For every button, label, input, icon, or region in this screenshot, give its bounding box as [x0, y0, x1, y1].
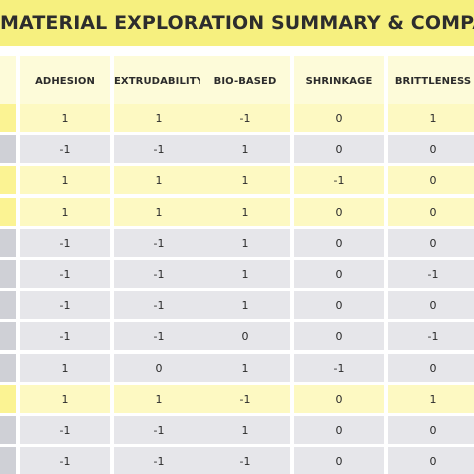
table-cell-adhesion: -1 [20, 322, 110, 350]
column-header-extrudability: EXTRUDABILITY [114, 56, 204, 107]
table-cell-brittleness: 0 [388, 416, 474, 444]
table-cell-brittleness: 0 [388, 229, 474, 257]
table-cell-brittleness: 0 [388, 135, 474, 163]
table-cell-adhesion: 1 [20, 354, 110, 382]
table-cell-extrudability: -1 [114, 135, 204, 163]
table-cell-shrinkage: 0 [294, 104, 384, 132]
table-cell-extrudability: 0 [114, 354, 204, 382]
column-header-adhesion: ADHESION [20, 56, 110, 107]
table-cell-brittleness: 0 [388, 198, 474, 226]
title-banner: MATERIAL EXPLORATION SUMMARY & COMPARISO… [0, 0, 474, 46]
table-cell-bio-based: -1 [200, 104, 290, 132]
table-cell-adhesion: 1 [20, 198, 110, 226]
table-cell-brittleness: -1 [388, 322, 474, 350]
table-row: -1 -1 1 0 0 [0, 135, 474, 163]
table-cell-extrudability: -1 [114, 322, 204, 350]
table-cell-extrudability: -1 [114, 260, 204, 288]
row-label-stub [0, 198, 16, 226]
column-header-shrinkage: SHRINKAGE [294, 56, 384, 107]
table-header-row: ADHESION EXTRUDABILITY BIO-BASED SHRINKAGE B… [0, 56, 474, 107]
row-label-stub [0, 104, 16, 132]
row-header-stub [0, 56, 16, 107]
table-cell-shrinkage: 0 [294, 447, 384, 474]
table-cell-extrudability: 1 [114, 166, 204, 194]
table-cell-adhesion: 1 [20, 104, 110, 132]
table-cell-shrinkage: 0 [294, 229, 384, 257]
table-cell-bio-based: 0 [200, 322, 290, 350]
table-cell-bio-based: 1 [200, 229, 290, 257]
row-label-stub [0, 135, 16, 163]
table-cell-adhesion: -1 [20, 135, 110, 163]
table-cell-bio-based: -1 [200, 447, 290, 474]
table-cell-adhesion: -1 [20, 416, 110, 444]
table-cell-extrudability: -1 [114, 229, 204, 257]
table-cell-extrudability: -1 [114, 447, 204, 474]
table-cell-extrudability: -1 [114, 291, 204, 319]
table-cell-bio-based: 1 [200, 260, 290, 288]
table-cell-adhesion: 1 [20, 166, 110, 194]
row-label-stub [0, 354, 16, 382]
table-cell-extrudability: 1 [114, 104, 204, 132]
table-cell-brittleness: 0 [388, 447, 474, 474]
row-label-stub [0, 322, 16, 350]
table-cell-brittleness: 0 [388, 291, 474, 319]
table-cell-adhesion: -1 [20, 447, 110, 474]
table-cell-shrinkage: 0 [294, 385, 384, 413]
column-header-brittleness: BRITTLENESS [388, 56, 474, 107]
table-cell-bio-based: 1 [200, 354, 290, 382]
table-row: 1 0 1 -1 0 [0, 354, 474, 382]
row-label-stub [0, 385, 16, 413]
table-cell-bio-based: 1 [200, 198, 290, 226]
table-cell-adhesion: -1 [20, 229, 110, 257]
table-cell-shrinkage: 0 [294, 260, 384, 288]
table-cell-bio-based: 1 [200, 291, 290, 319]
table-cell-bio-based: 1 [200, 135, 290, 163]
table-cell-adhesion: 1 [20, 385, 110, 413]
table-cell-brittleness: 0 [388, 166, 474, 194]
table-row: -1 -1 0 0 -1 [0, 322, 474, 350]
table-cell-extrudability: -1 [114, 416, 204, 444]
table-cell-brittleness: 0 [388, 354, 474, 382]
table-cell-shrinkage: 0 [294, 322, 384, 350]
table-cell-brittleness: 1 [388, 385, 474, 413]
table-cell-brittleness: -1 [388, 260, 474, 288]
table-row: 1 1 -1 0 1 [0, 385, 474, 413]
table-row: -1 -1 1 0 0 [0, 291, 474, 319]
row-label-stub [0, 260, 16, 288]
page-title: MATERIAL EXPLORATION SUMMARY & COMPARISO… [0, 12, 474, 34]
table-cell-adhesion: -1 [20, 260, 110, 288]
table-cell-bio-based: -1 [200, 385, 290, 413]
table-cell-adhesion: -1 [20, 291, 110, 319]
table-cell-shrinkage: -1 [294, 166, 384, 194]
table-cell-bio-based: 1 [200, 416, 290, 444]
row-label-stub [0, 166, 16, 194]
table-row: 1 1 1 -1 0 [0, 166, 474, 194]
table-row: -1 -1 1 0 0 [0, 416, 474, 444]
row-label-stub [0, 291, 16, 319]
table-cell-extrudability: 1 [114, 385, 204, 413]
table-row: -1 -1 -1 0 0 [0, 447, 474, 474]
table-cell-shrinkage: -1 [294, 354, 384, 382]
table-cell-brittleness: 1 [388, 104, 474, 132]
table-row: 1 1 -1 0 1 [0, 104, 474, 132]
table-cell-shrinkage: 0 [294, 135, 384, 163]
table-cell-extrudability: 1 [114, 198, 204, 226]
column-header-bio-based: BIO-BASED [200, 56, 290, 107]
row-label-stub [0, 229, 16, 257]
table-cell-shrinkage: 0 [294, 291, 384, 319]
table-cell-shrinkage: 0 [294, 416, 384, 444]
table-cell-shrinkage: 0 [294, 198, 384, 226]
table-row: -1 -1 1 0 -1 [0, 260, 474, 288]
row-label-stub [0, 447, 16, 474]
table-row: -1 -1 1 0 0 [0, 229, 474, 257]
row-label-stub [0, 416, 16, 444]
table-cell-bio-based: 1 [200, 166, 290, 194]
